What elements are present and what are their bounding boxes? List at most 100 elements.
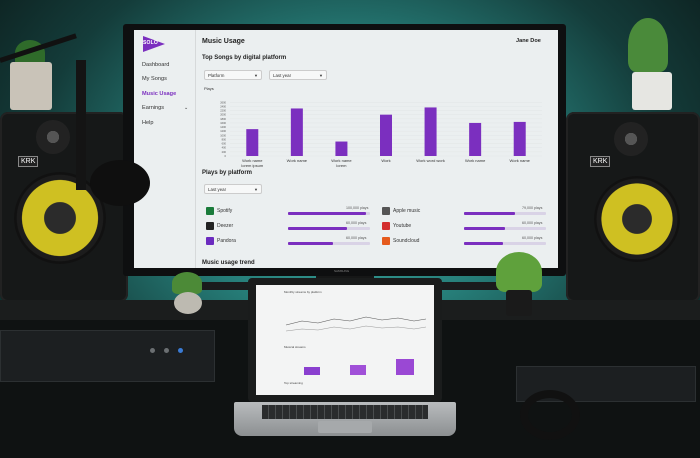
spiky-plant-pot <box>506 290 532 316</box>
right-speaker-badge: KRK <box>590 156 611 167</box>
platform-bar-fill <box>464 242 504 245</box>
period-dropdown[interactable]: Last year ▼ <box>269 70 327 80</box>
laptop-line-chart <box>285 316 427 332</box>
x-tick-label: lorem ipsum <box>241 163 263 168</box>
plays-period-dropdown-value: Last year <box>208 187 227 192</box>
platform-bar-fill <box>464 227 505 230</box>
y-tick-label: 2600 <box>220 100 226 104</box>
y-axis-label: Plays <box>204 86 214 91</box>
platform-bar-track <box>288 212 370 215</box>
chevron-down-icon: ▼ <box>254 187 258 192</box>
laptop-bar-2 <box>350 365 366 375</box>
nav-music-usage[interactable]: Music Usage <box>142 91 177 97</box>
right-woofer <box>594 176 680 262</box>
y-tick-label: 1600 <box>220 121 226 125</box>
platform-bar-fill <box>288 242 334 245</box>
platform-row: Apple music 79,000 plays <box>382 206 552 218</box>
microphone <box>90 160 150 206</box>
bar[interactable] <box>469 122 482 156</box>
bar[interactable] <box>335 141 348 156</box>
platform-play-count: 60,000 plays <box>522 221 543 225</box>
platform-dropdown[interactable]: Platform ▼ <box>204 70 262 80</box>
chevron-down-icon: ▼ <box>254 73 258 78</box>
y-tick-label: 1800 <box>220 117 226 121</box>
platform-play-count: 60,000 plays <box>346 236 367 240</box>
youtube-icon <box>382 222 390 230</box>
laptop-section2-title: Musical streams <box>284 345 306 349</box>
rack-knob <box>164 348 169 353</box>
platform-name: Youtube <box>393 223 412 229</box>
top-songs-bar-chart: Plays 02004006008001000120014001600180020… <box>204 86 542 168</box>
y-tick-label: 2200 <box>220 109 226 113</box>
x-tick-label: Work name <box>465 158 486 163</box>
platform-name: Apple music <box>393 208 421 214</box>
bar[interactable] <box>424 107 437 156</box>
period-dropdown-value: Last year <box>273 73 292 78</box>
laptop-chart-title: Monthly streams by platform <box>284 290 322 294</box>
plays-by-platform-title: Plays by platform <box>202 170 253 176</box>
y-tick-label: 2000 <box>220 113 226 117</box>
bar[interactable] <box>246 129 259 156</box>
nav-earnings[interactable]: Earnings <box>142 105 165 111</box>
nav-help[interactable]: Help <box>142 120 154 126</box>
y-tick-label: 800 <box>222 137 227 141</box>
plant-pot-right <box>632 72 672 110</box>
top-songs-title: Top Songs by digital platform <box>202 55 287 61</box>
y-tick-label: 0 <box>225 154 227 158</box>
deezer-icon <box>206 222 214 230</box>
spotify-icon <box>206 207 214 215</box>
platform-bar-fill <box>288 212 366 215</box>
plays-period-dropdown[interactable]: Last year ▼ <box>204 184 262 194</box>
mic-arm-vertical <box>76 60 86 190</box>
bar[interactable] <box>513 121 526 156</box>
succulent-pot-left <box>174 292 202 314</box>
pandora-icon <box>206 237 214 245</box>
monitor-brand: SAMSUNG <box>334 269 350 273</box>
nav-dashboard[interactable]: Dashboard <box>142 62 170 68</box>
audio-rack <box>0 330 215 382</box>
laptop-section3-title: Top streaming <box>284 381 303 385</box>
laptop-bar-1 <box>304 367 320 375</box>
sidebar: SOLO Dashboard My Songs Music Usage Earn… <box>134 30 196 268</box>
platform-name: Deezer <box>217 223 234 229</box>
platform-name: Pandora <box>217 238 236 244</box>
laptop-touchpad <box>318 421 372 433</box>
monitor-screen: SOLO Dashboard My Songs Music Usage Earn… <box>134 30 558 268</box>
chevron-down-icon[interactable]: ⌄ <box>184 105 189 111</box>
platform-bar-track <box>288 242 370 245</box>
trend-title: Music usage trend <box>202 260 255 266</box>
nav-my-songs[interactable]: My Songs <box>142 76 167 82</box>
user-name[interactable]: Jane Doe <box>516 38 541 44</box>
y-tick-label: 400 <box>222 146 227 150</box>
x-tick-label: Work name <box>510 158 531 163</box>
platform-dropdown-value: Platform <box>208 73 225 78</box>
page-title: Music Usage <box>202 38 245 45</box>
headphones <box>520 390 580 440</box>
bar[interactable] <box>380 114 392 156</box>
platform-name: Spotify <box>217 208 233 214</box>
platform-row: Spotify 100,000 plays <box>206 206 376 218</box>
logo-text: SOLO <box>143 40 158 46</box>
plant-pot-left <box>10 62 52 110</box>
rack-knob-blue <box>178 348 183 353</box>
platform-row: Soundcloud 60,000 plays <box>382 236 552 248</box>
right-tweeter <box>614 122 648 156</box>
platform-name: Soundcloud <box>393 238 420 244</box>
spiky-plant-right <box>496 252 542 292</box>
platform-bar-fill <box>288 227 348 230</box>
laptop-bar-3 <box>396 359 414 375</box>
platform-play-count: 60,000 plays <box>522 236 543 240</box>
y-tick-label: 1000 <box>220 133 226 137</box>
soundcloud-icon <box>382 237 390 245</box>
platform-play-count: 60,000 plays <box>346 221 367 225</box>
platform-play-count: 100,000 plays <box>346 206 369 210</box>
x-tick-label: lorem <box>336 163 347 168</box>
platform-row: Pandora 60,000 plays <box>206 236 376 248</box>
succulent-left <box>172 272 202 294</box>
y-tick-label: 1200 <box>220 129 226 133</box>
y-tick-label: 600 <box>222 142 227 146</box>
bar[interactable] <box>290 108 303 156</box>
y-tick-label: 200 <box>222 150 227 154</box>
platform-row: Deezer 60,000 plays <box>206 221 376 233</box>
